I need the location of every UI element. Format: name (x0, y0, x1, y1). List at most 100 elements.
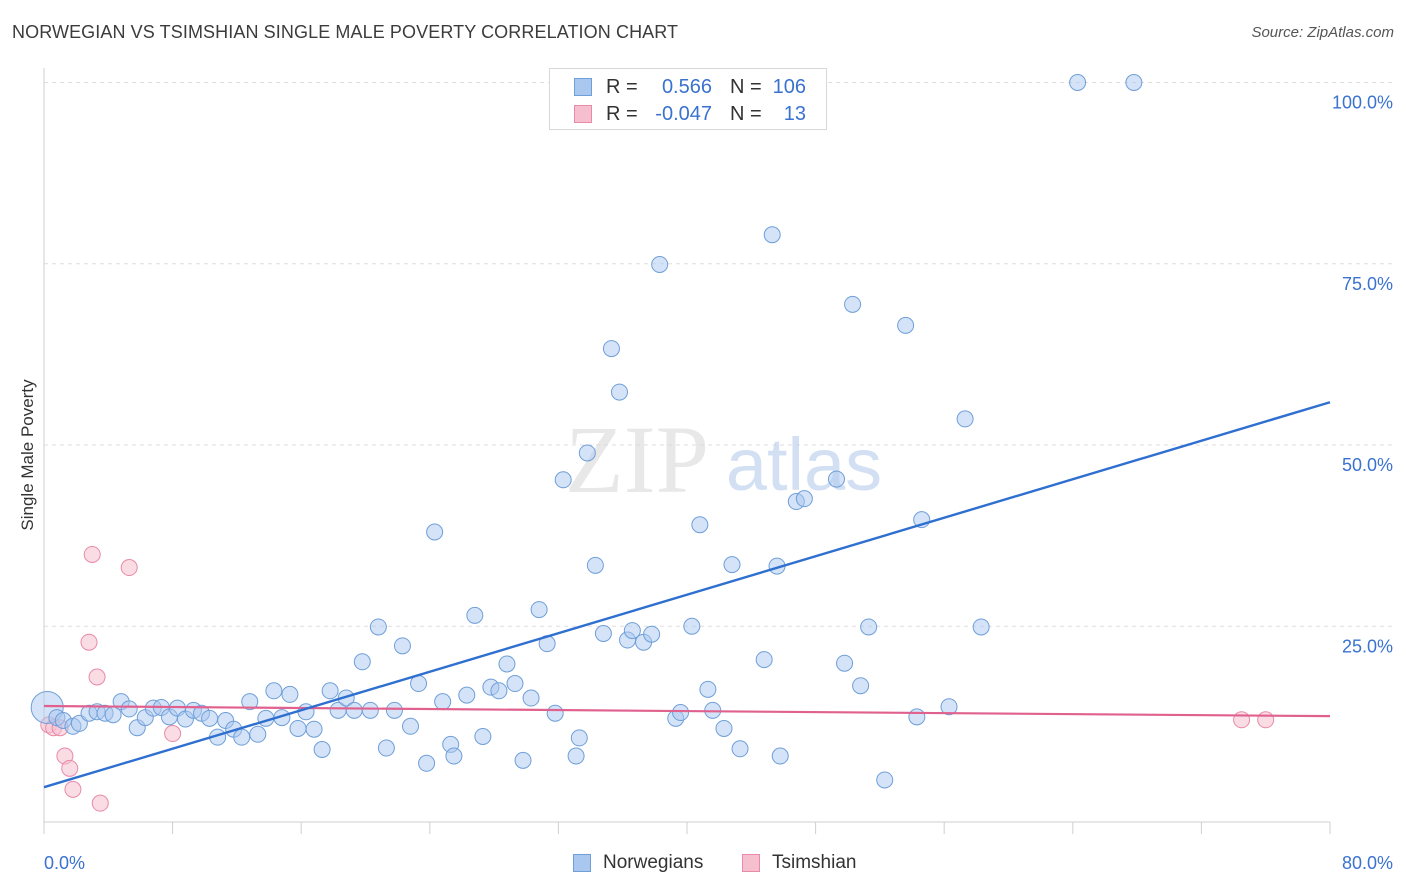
norwegian-trend-line (43, 401, 1331, 789)
norwegian-point (643, 625, 661, 643)
norwegian-point (876, 771, 894, 789)
norwegian-point (474, 727, 492, 745)
norwegian-point (458, 686, 476, 704)
norwegian-point (361, 701, 379, 719)
x-tick-label: 0.0% (44, 853, 85, 873)
norwegian-point (672, 704, 690, 722)
norwegian-point (233, 728, 251, 746)
correlation-legend: R = 0.566 N = 106 R = -0.047 N = 13 (549, 68, 827, 130)
norwegian-point (578, 444, 596, 462)
chart-title: NORWEGIAN VS TSIMSHIAN SINGLE MALE POVER… (12, 22, 679, 42)
tsimshian-point (61, 759, 79, 777)
norwegian-point (610, 383, 628, 401)
norwegian-point (795, 490, 813, 508)
norwegian-point (594, 625, 612, 642)
norwegian-point (623, 622, 641, 640)
legend-swatch-blue (574, 78, 592, 96)
norwegian-point (1069, 74, 1087, 91)
norwegian-point (1125, 74, 1143, 91)
norwegian-point (755, 651, 773, 669)
series-legend-tsimshian: Tsimshian (742, 852, 856, 874)
norwegian-point (345, 701, 363, 719)
tsimshian-points (40, 545, 1275, 812)
source-label: Source: ZipAtlas.com (1251, 24, 1394, 41)
norwegian-point (385, 701, 403, 719)
norwegian-point (418, 754, 436, 772)
norwegian-point (321, 682, 339, 700)
legend-row-norwegians: R = 0.566 N = 106 (574, 75, 806, 99)
norwegian-point (908, 708, 926, 726)
norwegian-point (506, 675, 524, 693)
tsimshian-point (64, 780, 82, 798)
norwegian-point (514, 751, 532, 769)
legend-swatch-pink (574, 105, 592, 123)
legend-row-tsimshian: R = -0.047 N = 13 (574, 102, 806, 126)
tsimshian-point (83, 545, 101, 563)
gridlines (44, 82, 1392, 627)
norwegian-point (699, 680, 717, 698)
norwegian-point (120, 700, 138, 718)
norwegian-point (731, 740, 749, 758)
tsimshian-point (88, 668, 106, 686)
norwegian-point (249, 725, 267, 743)
norwegian-point (567, 747, 585, 765)
legend-n-value: 106 (772, 75, 806, 98)
norwegian-point (265, 682, 283, 700)
norwegian-point (402, 717, 420, 735)
tsimshian-trend-line (43, 704, 1331, 718)
y-tick-label: 25.0% (1342, 636, 1393, 656)
y-tick-label: 50.0% (1342, 455, 1393, 475)
series-legend: Norwegians Tsimshian (0, 852, 1406, 878)
series-swatch-pink (742, 854, 760, 872)
norwegian-point (353, 653, 371, 671)
norwegian-point (369, 618, 387, 636)
norwegian-point (377, 739, 395, 757)
legend-n-label: N = (730, 102, 762, 125)
tsimshian-point (80, 633, 98, 651)
norwegian-point (852, 677, 870, 695)
norwegian-point (651, 255, 669, 273)
series-swatch-blue (573, 854, 591, 872)
norwegian-point (602, 340, 620, 358)
norwegian-point (586, 556, 604, 574)
norwegian-point (691, 516, 709, 534)
y-tick-label: 100.0% (1332, 93, 1393, 113)
legend-n-value: 13 (783, 102, 806, 125)
norwegian-point (466, 606, 484, 624)
series-legend-norwegians: Norwegians (573, 852, 703, 874)
norwegian-points (30, 74, 1143, 789)
tsimshian-point (1257, 711, 1275, 729)
norwegian-point (241, 693, 259, 711)
tsimshian-point (120, 559, 138, 577)
norwegian-point (546, 704, 564, 722)
norwegian-point (763, 226, 781, 244)
legend-r-value: -0.047 (655, 102, 712, 125)
norwegian-point (313, 741, 331, 758)
legend-n-label: N = (730, 75, 762, 98)
norwegian-point (554, 471, 572, 489)
norwegian-point (827, 470, 845, 488)
legend-r-label: R = (606, 75, 638, 98)
norwegian-point (445, 747, 463, 765)
norwegian-point (434, 693, 452, 711)
norwegian-point (940, 698, 958, 716)
tsimshian-point (1233, 711, 1251, 729)
norwegian-point (490, 682, 508, 700)
norwegian-point (201, 709, 219, 727)
norwegian-point (956, 410, 974, 428)
norwegian-point (393, 637, 411, 655)
trend-lines (43, 401, 1331, 789)
norwegian-point (289, 719, 307, 737)
y-tick-label: 75.0% (1342, 274, 1393, 294)
x-tick-label: 80.0% (1342, 853, 1393, 873)
norwegian-point (570, 729, 588, 747)
tick-labels: 100.0% 75.0% 50.0% 25.0% 0.0% 80.0% (44, 93, 1393, 874)
norwegian-point (715, 719, 733, 737)
norwegian-point (897, 316, 915, 334)
norwegian-point (426, 523, 444, 541)
norwegian-point (836, 654, 854, 672)
norwegian-point (844, 295, 862, 313)
norwegian-point (723, 556, 741, 574)
norwegian-point (522, 689, 540, 707)
